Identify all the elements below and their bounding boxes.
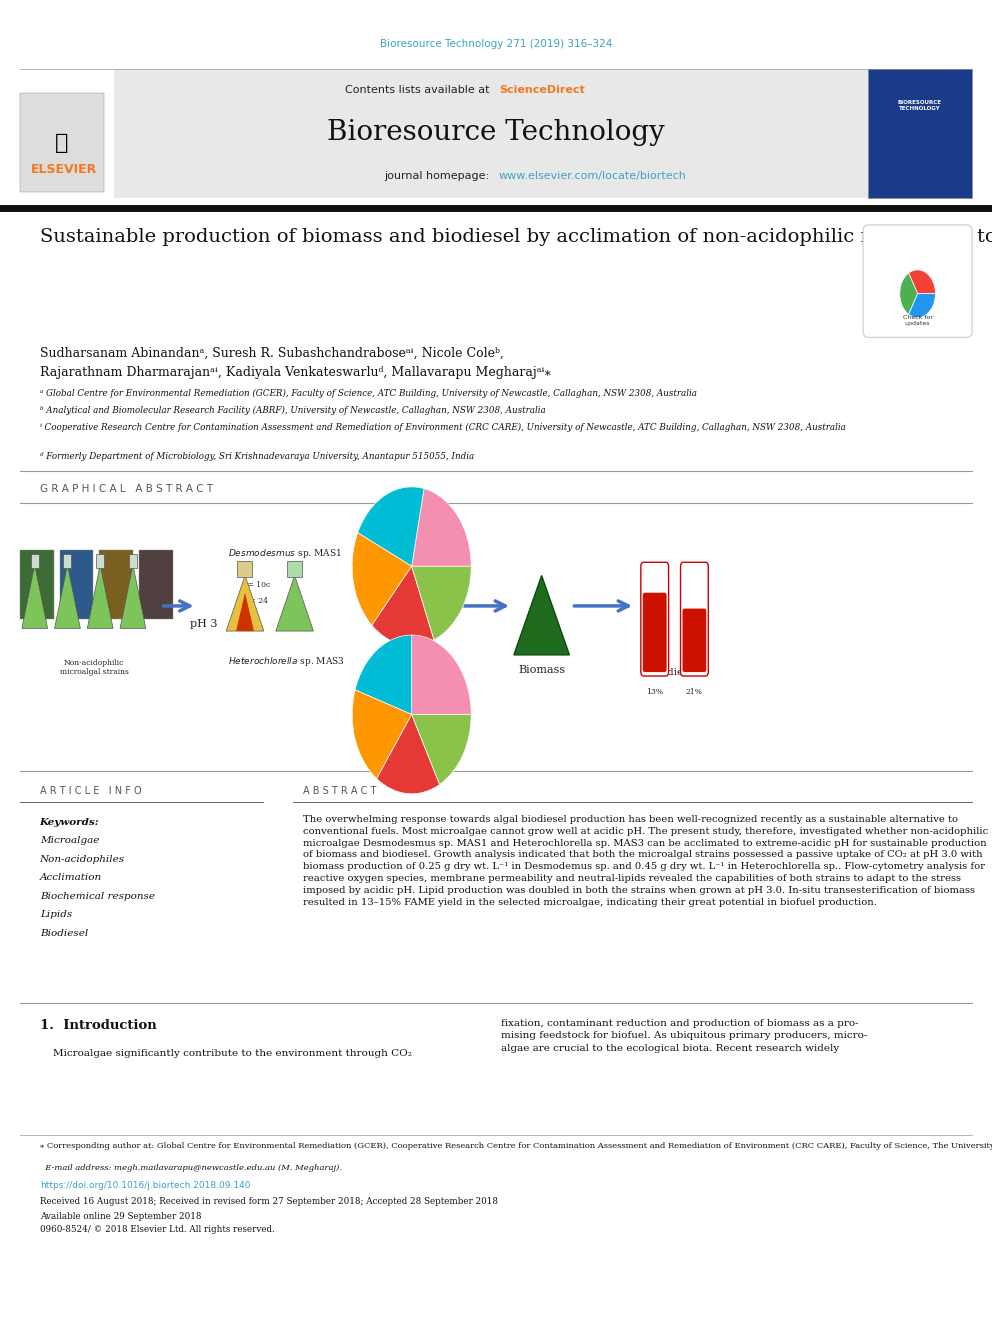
Text: Check for
updates: Check for updates bbox=[903, 315, 932, 325]
FancyBboxPatch shape bbox=[287, 561, 302, 577]
FancyBboxPatch shape bbox=[868, 69, 972, 198]
Wedge shape bbox=[909, 270, 935, 294]
Text: ᵇ Analytical and Biomolecular Research Facility (ABRF), University of Newcastle,: ᵇ Analytical and Biomolecular Research F… bbox=[40, 406, 546, 415]
Polygon shape bbox=[514, 576, 569, 655]
Wedge shape bbox=[352, 689, 412, 779]
FancyBboxPatch shape bbox=[96, 554, 104, 568]
FancyBboxPatch shape bbox=[681, 562, 708, 676]
Text: Received 16 August 2018; Received in revised form 27 September 2018; Accepted 28: Received 16 August 2018; Received in rev… bbox=[40, 1197, 498, 1207]
Text: ScienceDirect: ScienceDirect bbox=[499, 85, 584, 95]
FancyBboxPatch shape bbox=[20, 93, 104, 192]
Text: Non-acidophilic
microalgal strains: Non-acidophilic microalgal strains bbox=[60, 659, 129, 676]
FancyBboxPatch shape bbox=[31, 554, 39, 568]
Text: Contents lists available at: Contents lists available at bbox=[345, 85, 493, 95]
FancyBboxPatch shape bbox=[863, 225, 972, 337]
Wedge shape bbox=[900, 273, 918, 315]
Wedge shape bbox=[412, 488, 471, 566]
Text: ⁎ Corresponding author at: Global Centre for Environmental Remediation (GCER), C: ⁎ Corresponding author at: Global Centre… bbox=[40, 1142, 992, 1150]
Text: 1.  Introduction: 1. Introduction bbox=[40, 1019, 157, 1032]
Text: 21%: 21% bbox=[685, 688, 703, 696]
FancyBboxPatch shape bbox=[99, 550, 133, 619]
Wedge shape bbox=[358, 487, 424, 566]
Polygon shape bbox=[22, 565, 48, 628]
FancyBboxPatch shape bbox=[641, 562, 669, 676]
Text: 0960-8524/ © 2018 Elsevier Ltd. All rights reserved.: 0960-8524/ © 2018 Elsevier Ltd. All righ… bbox=[40, 1225, 275, 1234]
Text: A R T I C L E   I N F O: A R T I C L E I N F O bbox=[40, 786, 141, 796]
Text: $\it{Heterochlorella}$ sp. MAS3: $\it{Heterochlorella}$ sp. MAS3 bbox=[228, 655, 345, 668]
FancyBboxPatch shape bbox=[63, 554, 71, 568]
Text: G R A P H I C A L   A B S T R A C T: G R A P H I C A L A B S T R A C T bbox=[40, 484, 213, 495]
FancyBboxPatch shape bbox=[643, 593, 667, 672]
FancyBboxPatch shape bbox=[114, 69, 878, 198]
Wedge shape bbox=[909, 294, 935, 318]
Wedge shape bbox=[412, 635, 471, 714]
Text: Sudharsanam Abinandanᵃ, Suresh R. Subashchandraboseᵃᶤ, Nicole Coleᵇ,: Sudharsanam Abinandanᵃ, Suresh R. Subash… bbox=[40, 347, 504, 360]
Text: www.elsevier.com/locate/biortech: www.elsevier.com/locate/biortech bbox=[499, 171, 686, 181]
FancyBboxPatch shape bbox=[139, 550, 173, 619]
Text: ᵈ Formerly Department of Microbiology, Sri Krishnadevaraya University, Anantapur: ᵈ Formerly Department of Microbiology, S… bbox=[40, 452, 474, 462]
Text: Rajarathnam Dharmarajanᵃᶤ, Kadiyala Venkateswarluᵈ, Mallavarapu Megharajᵃᶤ⁎: Rajarathnam Dharmarajanᵃᶤ, Kadiyala Venk… bbox=[40, 366, 551, 380]
Text: Bioresource Technology: Bioresource Technology bbox=[327, 119, 665, 146]
Wedge shape bbox=[352, 533, 412, 626]
Wedge shape bbox=[377, 714, 439, 794]
Polygon shape bbox=[120, 565, 146, 628]
Wedge shape bbox=[372, 566, 434, 646]
Text: ᵃ Global Centre for Environmental Remediation (GCER), Faculty of Science, ATC Bu: ᵃ Global Centre for Environmental Remedi… bbox=[40, 389, 696, 398]
Text: journal homepage:: journal homepage: bbox=[384, 171, 493, 181]
FancyBboxPatch shape bbox=[20, 550, 54, 619]
Text: ᶤ Cooperative Research Centre for Contamination Assessment and Remediation of En: ᶤ Cooperative Research Centre for Contam… bbox=[40, 423, 845, 433]
Text: Biochemical response: Biochemical response bbox=[40, 892, 155, 901]
Wedge shape bbox=[412, 714, 471, 785]
Polygon shape bbox=[87, 565, 113, 628]
FancyBboxPatch shape bbox=[129, 554, 137, 568]
Polygon shape bbox=[226, 576, 264, 631]
Text: Bioresource Technology 271 (2019) 316–324: Bioresource Technology 271 (2019) 316–32… bbox=[380, 38, 612, 49]
Text: Microalgae: Microalgae bbox=[40, 836, 99, 845]
Wedge shape bbox=[412, 566, 471, 640]
Text: ELSEVIER: ELSEVIER bbox=[32, 163, 97, 176]
Polygon shape bbox=[55, 565, 80, 628]
Text: fixation, contaminant reduction and production of biomass as a pro-
mising feeds: fixation, contaminant reduction and prod… bbox=[501, 1019, 867, 1053]
Text: pH 3: pH 3 bbox=[189, 619, 217, 630]
FancyBboxPatch shape bbox=[682, 609, 706, 672]
Text: Non-acidophiles: Non-acidophiles bbox=[40, 855, 125, 864]
Text: Biomass: Biomass bbox=[518, 665, 565, 676]
Text: Microalgae significantly contribute to the environment through CO₂: Microalgae significantly contribute to t… bbox=[40, 1049, 412, 1058]
Text: BIORESOURCE
TECHNOLOGY: BIORESOURCE TECHNOLOGY bbox=[898, 101, 941, 111]
Text: The overwhelming response towards algal biodiesel production has been well-recog: The overwhelming response towards algal … bbox=[303, 815, 988, 906]
Wedge shape bbox=[355, 635, 412, 714]
Text: E-mail address: megh.mailavarapu@newcastle.edu.au (M. Megharaj).: E-mail address: megh.mailavarapu@newcast… bbox=[40, 1164, 341, 1172]
Text: Biodiesel: Biodiesel bbox=[40, 929, 88, 938]
Text: Keywords:: Keywords: bbox=[40, 818, 99, 827]
Text: 13%: 13% bbox=[646, 688, 664, 696]
Text: Available online 29 September 2018: Available online 29 September 2018 bbox=[40, 1212, 201, 1221]
Text: Lipids: Lipids bbox=[40, 910, 72, 919]
Polygon shape bbox=[236, 593, 254, 631]
Text: Acclimation: Acclimation bbox=[40, 873, 102, 882]
Text: t = 10c: t = 10c bbox=[242, 581, 270, 589]
Text: https://doi.org/10.1016/j.biortech.2018.09.140: https://doi.org/10.1016/j.biortech.2018.… bbox=[40, 1181, 250, 1191]
Text: $\it{Desmodesmus}$ sp. MAS1: $\it{Desmodesmus}$ sp. MAS1 bbox=[228, 546, 342, 560]
Text: A B S T R A C T: A B S T R A C T bbox=[303, 786, 376, 796]
Polygon shape bbox=[276, 576, 313, 631]
Text: Biodiesel: Biodiesel bbox=[651, 668, 698, 677]
Text: 🌳: 🌳 bbox=[55, 132, 68, 153]
FancyBboxPatch shape bbox=[237, 561, 252, 577]
Text: t = 24: t = 24 bbox=[244, 597, 268, 605]
Text: Sustainable production of biomass and biodiesel by acclimation of non-acidophili: Sustainable production of biomass and bi… bbox=[40, 228, 992, 246]
FancyBboxPatch shape bbox=[60, 550, 93, 619]
